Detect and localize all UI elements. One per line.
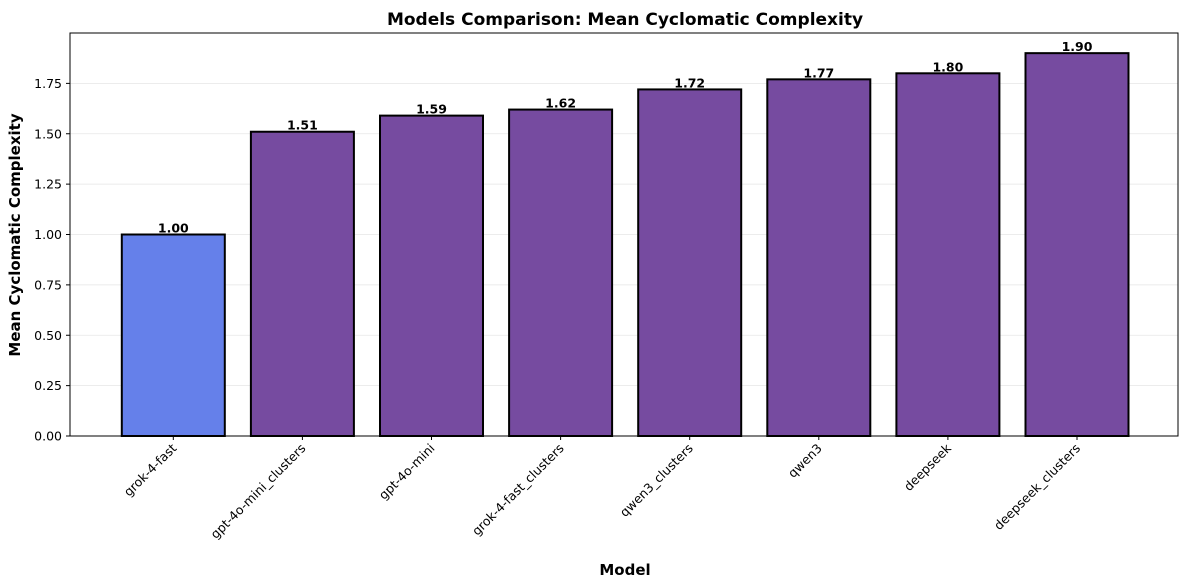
bar-gpt-4o-mini_clusters bbox=[249, 130, 355, 438]
y-axis-ticks: 0.00 0.25 0.50 0.75 1.00 1.25 1.50 1.75 bbox=[34, 76, 70, 444]
x-tick-label-deepseek: deepseek bbox=[901, 440, 955, 494]
data-label-qwen3: 1.77 bbox=[803, 65, 834, 80]
y-tick-label: 0.50 bbox=[34, 328, 62, 343]
data-label-gpt-4o-mini_clusters: 1.51 bbox=[287, 118, 318, 133]
data-label-qwen3_clusters: 1.72 bbox=[674, 75, 705, 90]
bar-grok-4-fast_clusters bbox=[508, 108, 614, 437]
x-tick-label-grok-4-fast: grok-4-fast bbox=[121, 440, 180, 499]
y-tick-label: 1.00 bbox=[34, 227, 62, 242]
y-tick-label: 0.75 bbox=[34, 277, 62, 292]
data-label-gpt-4o-mini: 1.59 bbox=[416, 102, 447, 117]
data-labels: 1.00 1.51 1.59 1.62 1.72 1.77 1.80 1.90 bbox=[158, 39, 1093, 235]
bar-qwen3 bbox=[766, 78, 872, 437]
x-tick-label-qwen3: qwen3 bbox=[785, 441, 825, 481]
x-tick-label-gpt-4o-mini: gpt-4o-mini bbox=[376, 441, 438, 503]
data-label-deepseek_clusters: 1.90 bbox=[1062, 39, 1093, 54]
x-tick-label-qwen3_clusters: qwen3_clusters bbox=[617, 441, 696, 520]
x-tick-label-grok-4-fast_clusters: grok-4-fast_clusters bbox=[469, 441, 567, 539]
y-axis-label: Mean Cyclomatic Complexity bbox=[6, 113, 24, 356]
data-label-deepseek: 1.80 bbox=[932, 59, 963, 74]
bar-qwen3_clusters bbox=[637, 88, 743, 437]
bars bbox=[120, 52, 1130, 438]
x-tick-label-gpt-4o-mini_clusters: gpt-4o-mini_clusters bbox=[207, 441, 308, 542]
x-axis-ticks: grok-4-fast gpt-4o-mini_clusters gpt-4o-mi… bbox=[121, 436, 1083, 542]
y-tick-label: 1.75 bbox=[34, 76, 62, 91]
data-label-grok-4-fast: 1.00 bbox=[158, 221, 189, 236]
grid-lines bbox=[70, 82, 1178, 437]
y-tick-label: 0.25 bbox=[34, 378, 62, 393]
bar-deepseek bbox=[895, 72, 1001, 438]
x-axis-label: Model bbox=[599, 561, 650, 579]
y-tick-label: 1.25 bbox=[34, 177, 62, 192]
data-label-grok-4-fast_clusters: 1.62 bbox=[545, 96, 576, 111]
y-tick-label: 0.00 bbox=[34, 429, 62, 444]
bar-grok-4-fast bbox=[120, 233, 226, 437]
bar-deepseek_clusters bbox=[1024, 52, 1130, 438]
chart-title: Models Comparison: Mean Cyclomatic Compl… bbox=[387, 10, 863, 30]
bar-gpt-4o-mini bbox=[379, 114, 484, 438]
x-tick-label-deepseek_clusters: deepseek_clusters bbox=[991, 441, 1083, 533]
y-tick-label: 1.50 bbox=[34, 126, 62, 141]
